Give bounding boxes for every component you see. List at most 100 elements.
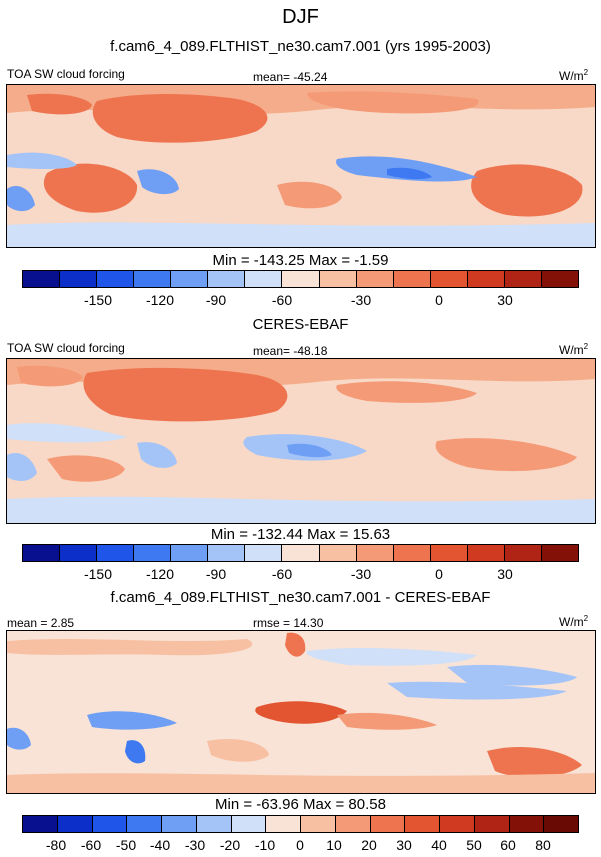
panel3-safr-cool <box>125 740 146 764</box>
panel3-tick-0: -80 <box>45 837 67 853</box>
panel3-spcz-warm <box>337 712 437 730</box>
panel1-tick-3: -60 <box>271 292 293 308</box>
panel1-cbar-c12 <box>430 271 468 287</box>
panel1-cbar-c14 <box>504 271 542 287</box>
panel2-tick-5: 0 <box>435 566 443 582</box>
panel2-cbar-c8 <box>282 545 320 561</box>
panel3-tick-12: 50 <box>466 837 482 853</box>
panel2-southern-ocean <box>7 496 595 523</box>
panel3-cbar-c10 <box>335 816 371 832</box>
panel3-tick-10: 30 <box>396 837 412 853</box>
panel1-npac <box>307 91 479 114</box>
panel3-samer-cool <box>7 727 31 750</box>
panel3-units-text: W/m <box>559 615 584 629</box>
panel2-map <box>6 358 596 524</box>
panel3-npac-cool <box>306 648 477 666</box>
panel3-tick-3: -40 <box>149 837 171 853</box>
panel2-cbar-c7 <box>245 545 283 561</box>
panel2-cbar-c13 <box>467 545 505 561</box>
panel2-cbar-c1 <box>23 545 61 561</box>
panel3-cbar-c7 <box>231 816 267 832</box>
panel2-units-sup: 2 <box>583 342 589 351</box>
panel1-variable: TOA SW cloud forcing <box>7 67 125 81</box>
panel1-satl <box>43 163 138 213</box>
panel1-samer <box>7 185 35 212</box>
panel2-spac <box>435 438 577 472</box>
panel1-cbar-c8 <box>282 271 320 287</box>
panel1-map-svg <box>7 85 595 247</box>
panel3-tick-2: -50 <box>115 837 137 853</box>
panel3-tick-1: -60 <box>80 837 102 853</box>
panel1-cbar-c7 <box>245 271 283 287</box>
panel3-map <box>6 630 596 794</box>
panel3-tick-9: 20 <box>361 837 377 853</box>
panel3-tick-8: 10 <box>326 837 342 853</box>
panel3-tick-14: 80 <box>535 837 551 853</box>
panel1-safr <box>137 169 179 195</box>
panel3-cbar-c16 <box>544 816 578 832</box>
panel3-tick-11: 40 <box>431 837 447 853</box>
panel2-cbar-c5 <box>171 545 209 561</box>
diff-title: f.cam6_4_089.FLTHIST_ne30.cam7.001 - CER… <box>110 589 491 606</box>
panel1-natl <box>27 93 92 115</box>
panel2-cbar-c15 <box>541 545 578 561</box>
panel1-map <box>6 84 596 248</box>
panel3-cbar-c14 <box>474 816 510 832</box>
panel2-units-text: W/m <box>559 343 584 357</box>
panel3-tick-5: -20 <box>219 837 241 853</box>
panel1-sind <box>277 181 342 209</box>
panel2-tick-0: -150 <box>83 566 113 582</box>
panel3-cbar-c2 <box>57 816 93 832</box>
panel3-cbar-c5 <box>162 816 197 832</box>
panel2-natl <box>17 365 83 387</box>
panel1-units-sup: 2 <box>583 68 589 77</box>
panel3-cbar-c11 <box>370 816 406 832</box>
panel1-cbar-c11 <box>393 271 431 287</box>
panel1-cbar-c6 <box>208 271 246 287</box>
panel2-tick-6: 30 <box>497 566 513 582</box>
panel3-tibet-warm <box>285 632 306 657</box>
panel1-cbar-c15 <box>541 271 578 287</box>
panel2-cbar-c11 <box>393 545 431 561</box>
model-title: f.cam6_4_089.FLTHIST_ne30.cam7.001 (yrs … <box>110 38 491 55</box>
obs-title: CERES-EBAF <box>252 316 349 333</box>
panel3-cbar-c6 <box>196 816 232 832</box>
panel3-epac-cool <box>447 664 577 686</box>
panel1-southern-ocean <box>7 222 595 247</box>
panel1-tick-1: -120 <box>145 292 175 308</box>
panel3-mean: mean = 2.85 <box>7 616 75 630</box>
panel3-cbar-c4 <box>127 816 162 832</box>
panel1-spac <box>471 164 583 217</box>
panel2-cbar-c14 <box>504 545 542 561</box>
panel3-colorbar <box>22 815 579 833</box>
panel2-tick-4: -30 <box>350 566 372 582</box>
panel3-atl-cool <box>87 711 177 730</box>
panel3-minmax: Min = -63.96 Max = 80.58 <box>215 796 386 813</box>
panel3-sind-warm <box>207 738 269 762</box>
panel1-cbar-c5 <box>171 271 209 287</box>
panel3-cbar-c15 <box>509 816 545 832</box>
panel2-samer <box>7 453 37 481</box>
panel2-tick-3: -60 <box>271 566 293 582</box>
panel2-maritime-core <box>287 443 332 458</box>
panel2-satl <box>47 455 125 482</box>
panel3-tick-4: -30 <box>184 837 206 853</box>
panel1-cbar-c3 <box>97 271 135 287</box>
panel2-safr <box>137 442 177 468</box>
panel1-itcz-atl <box>7 152 77 169</box>
panel2-cbar-c6 <box>208 545 246 561</box>
panel1-cbar-c2 <box>60 271 98 287</box>
panel1-sahara <box>92 94 268 143</box>
panel1-units-text: W/m <box>559 69 584 83</box>
panel2-tick-1: -120 <box>145 566 175 582</box>
panel2-cbar-c3 <box>97 545 135 561</box>
panel3-tick-7: 0 <box>296 837 304 853</box>
panel2-map-svg <box>7 359 595 523</box>
panel1-tick-0: -150 <box>83 292 113 308</box>
panel1-wpac-core <box>387 167 432 180</box>
panel3-itcz-cool <box>387 681 567 700</box>
panel3-map-svg <box>7 631 595 793</box>
panel3-cbar-c1 <box>23 816 58 832</box>
panel3-southern-warm <box>7 773 595 793</box>
panel3-cbar-c13 <box>440 816 475 832</box>
